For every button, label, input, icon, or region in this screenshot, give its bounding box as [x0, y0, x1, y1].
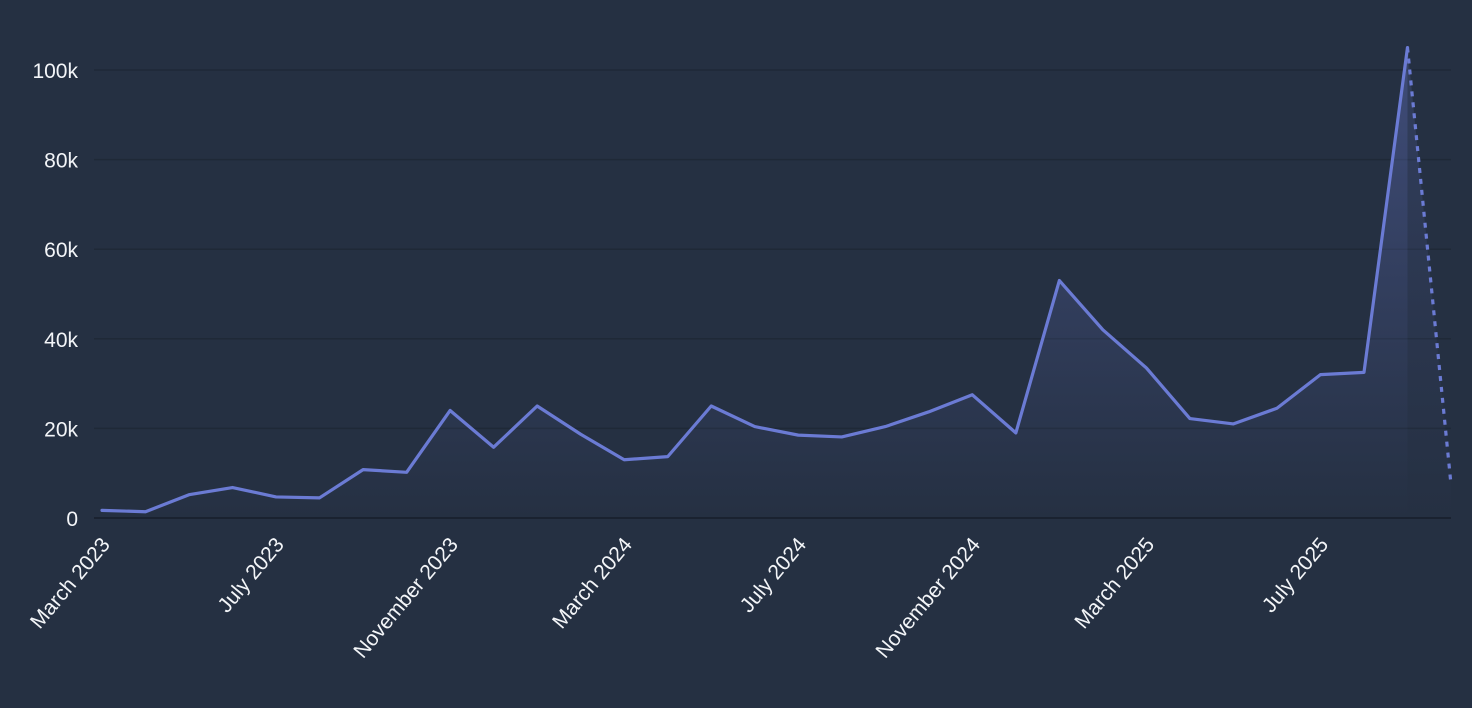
series-line-solid	[100, 46, 1410, 514]
y-tick-label: 0	[66, 508, 78, 531]
x-tick-label: November 2024	[871, 533, 985, 662]
x-tick-label: March 2023	[26, 533, 115, 633]
y-tick-label: 20k	[44, 418, 78, 441]
y-tick-label: 80k	[44, 150, 78, 173]
y-tick-label: 60k	[44, 239, 78, 262]
y-tick-label: 40k	[44, 329, 78, 352]
area-fill	[102, 47, 1451, 518]
x-tick-label: March 2024	[548, 533, 637, 633]
x-tick-label: July 2025	[1258, 533, 1333, 617]
x-tick-label: July 2024	[736, 533, 812, 617]
area-under-line	[102, 47, 1408, 518]
series-line	[100, 46, 1453, 514]
y-tick-label: 100k	[32, 60, 78, 83]
x-tick-label: March 2025	[1070, 533, 1159, 633]
x-tick-label: July 2023	[213, 533, 288, 617]
area-forecast	[1407, 47, 1451, 518]
x-axis: March 2023 July 2023 November 2023 March 20…	[26, 533, 1333, 662]
x-tick-label: November 2023	[349, 533, 463, 662]
series-line-dashed	[1405, 47, 1453, 485]
y-axis: 0 20k 40k 60k 80k 100k	[32, 60, 78, 531]
